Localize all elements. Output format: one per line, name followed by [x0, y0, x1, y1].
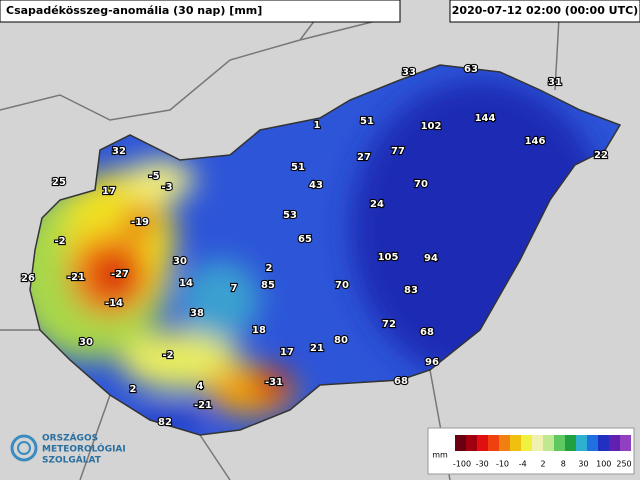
logo-line: ORSZÁGOS: [42, 432, 98, 444]
title-box: [0, 0, 401, 23]
legend: -100 -30 -10 -4 2 8 30 100 250: [453, 435, 632, 469]
station-value: 96: [425, 357, 439, 368]
station-value: 14: [179, 278, 193, 289]
legend-swatch: [587, 435, 598, 451]
legend-swatch: [554, 435, 565, 451]
station-value: 68: [394, 376, 408, 387]
station-value: 43: [309, 180, 323, 191]
legend-swatch: [499, 435, 510, 451]
logo-line: SZOLGÁLAT: [42, 454, 102, 466]
station-value: -19: [131, 217, 149, 228]
legend-label: -10: [496, 460, 509, 469]
station-value: 65: [298, 234, 312, 245]
station-value: -21: [194, 400, 212, 411]
station-value: 51: [360, 116, 374, 127]
legend-swatch: [488, 435, 499, 451]
station-value: 80: [334, 335, 348, 346]
legend-label: 2: [540, 460, 545, 469]
station-value: 82: [158, 417, 172, 428]
station-value: 102: [421, 121, 442, 132]
station-value: 4: [197, 381, 204, 392]
station-value: 53: [283, 210, 297, 221]
station-value: 38: [190, 308, 204, 319]
station-value: 32: [112, 146, 126, 157]
title: Csapadékösszeg-anomália (30 nap) [mm]: [6, 4, 262, 17]
station-value: 77: [391, 146, 405, 157]
station-value: 2: [130, 384, 137, 395]
station-value: 27: [357, 152, 371, 163]
station-value: 17: [102, 186, 116, 197]
station-value: 22: [594, 150, 608, 161]
legend-label: 8: [561, 460, 566, 469]
station-value: 33: [402, 67, 416, 78]
station-value: 63: [464, 64, 478, 75]
station-value: 26: [21, 273, 35, 284]
legend-swatch: [455, 435, 466, 451]
station-value: 7: [231, 283, 238, 294]
legend-swatch: [521, 435, 532, 451]
station-value: 68: [420, 327, 434, 338]
station-value: 30: [173, 256, 187, 267]
station-value: -3: [161, 182, 172, 193]
legend-label: 30: [578, 460, 588, 469]
station-value: 146: [525, 136, 546, 147]
station-value: -5: [148, 171, 159, 182]
station-value: 2: [266, 263, 273, 274]
legend-swatch: [532, 435, 543, 451]
legend-swatch: [477, 435, 488, 451]
legend-swatch: [466, 435, 477, 451]
legend-label: -4: [519, 460, 527, 469]
legend-label: -100: [453, 460, 471, 469]
logo-icon: [10, 434, 38, 462]
station-value: 83: [404, 285, 418, 296]
legend-swatch: [609, 435, 620, 451]
legend-label: -30: [476, 460, 489, 469]
station-value: 51: [291, 162, 305, 173]
station-value: 30: [79, 337, 93, 348]
logo-icon-inner: [17, 441, 31, 455]
station-value: 72: [382, 319, 396, 330]
legend-unit: mm: [432, 451, 448, 460]
legend-swatch: [576, 435, 587, 451]
timestamp: 2020-07-12 02:00 (00:00 UTC): [452, 4, 638, 17]
station-value: 21: [310, 343, 324, 354]
station-value: 105: [378, 252, 399, 263]
legend-label: 250: [616, 460, 631, 469]
station-value: 24: [370, 199, 384, 210]
station-value: 18: [252, 325, 266, 336]
station-value: 25: [52, 177, 66, 188]
legend-swatch: [510, 435, 521, 451]
station-value: 1: [314, 120, 321, 131]
station-value: -2: [54, 236, 65, 247]
station-value: 17: [280, 347, 294, 358]
station-value: -2: [162, 350, 173, 361]
legend-swatch: [543, 435, 554, 451]
logo-line: METEOROLÓGIAI: [42, 443, 126, 455]
station-value: -27: [111, 269, 129, 280]
station-value: 70: [335, 280, 349, 291]
timestamp-box: [449, 0, 640, 23]
station-value: -14: [105, 298, 123, 309]
legend-label: 100: [596, 460, 611, 469]
station-value: 70: [414, 179, 428, 190]
station-value: -21: [67, 272, 85, 283]
station-value: 144: [475, 113, 496, 124]
station-value: 94: [424, 253, 438, 264]
legend-swatch: [598, 435, 609, 451]
legend-swatch: [565, 435, 576, 451]
station-value: -31: [265, 377, 283, 388]
legend-swatch: [620, 435, 631, 451]
station-value: 85: [261, 280, 275, 291]
station-value: 31: [548, 77, 562, 88]
